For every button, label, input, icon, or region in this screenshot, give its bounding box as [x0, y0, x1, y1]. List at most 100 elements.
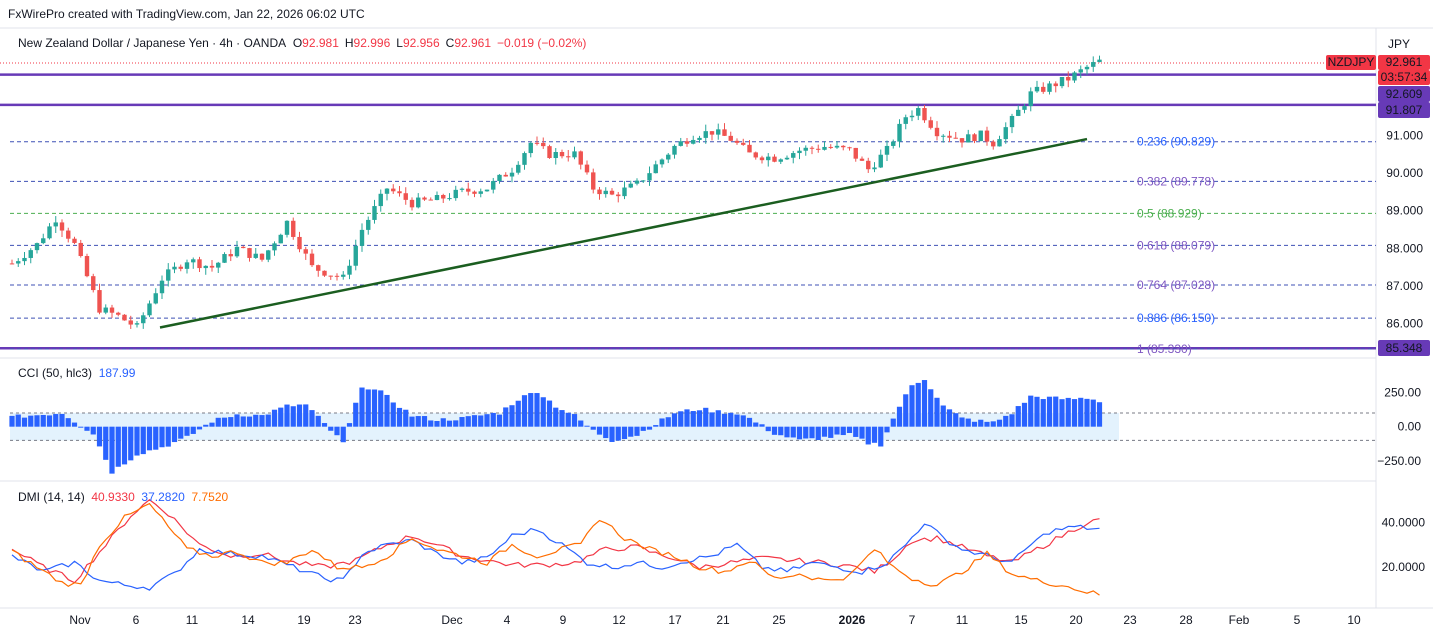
cci-bar	[703, 407, 709, 427]
candle-body	[666, 154, 671, 160]
candle-body	[722, 129, 727, 136]
time-axis-tick: 28	[1179, 613, 1193, 627]
cci-bar	[134, 426, 140, 456]
candle-body	[966, 134, 971, 143]
cci-bar	[328, 426, 334, 431]
candle-body	[453, 189, 458, 199]
candle-body	[428, 199, 433, 201]
last-price-tag-bg	[1378, 55, 1430, 70]
cci-bar	[784, 426, 790, 438]
candle-body	[391, 188, 396, 192]
cci-bar	[34, 415, 40, 427]
cci-bar	[709, 412, 715, 427]
fibonacci-layer: 0.236 (90.829) 0.382 (89.778) 0.5 (88.929)…	[10, 135, 1376, 356]
candle-body	[247, 248, 252, 258]
candle-body	[441, 195, 446, 199]
candle-body	[316, 265, 321, 271]
cci-bar	[571, 414, 578, 427]
price-axis-tick: 86.000	[1386, 317, 1423, 331]
cci-bar	[128, 426, 134, 461]
cci-bar	[771, 426, 778, 435]
candle-body	[847, 147, 852, 149]
instrument-name[interactable]: New Zealand Dollar / Japanese Yen · 4h ·…	[18, 36, 287, 50]
candle-body	[28, 250, 33, 258]
cci-bar	[240, 416, 246, 427]
cci-bar	[903, 394, 909, 427]
cci-bar	[990, 421, 996, 427]
candle-body	[172, 266, 177, 270]
time-axis-tick: 5	[1294, 613, 1301, 627]
dmi-name[interactable]: DMI (14, 14)	[18, 490, 85, 504]
candle-body	[347, 265, 352, 275]
countdown-tag-bg	[1378, 70, 1430, 85]
cci-bar	[459, 417, 465, 427]
candle-body	[97, 290, 102, 313]
cci-pane	[9, 380, 1376, 474]
candle-body	[541, 142, 546, 147]
candle-body	[709, 131, 715, 135]
cci-bar	[728, 412, 734, 427]
candle-body	[659, 159, 665, 165]
level-mid-tag: 91.807	[1386, 103, 1423, 117]
cci-bar	[190, 426, 196, 434]
candle-body	[466, 188, 471, 192]
candle-body	[622, 187, 627, 197]
cci-bar	[490, 412, 496, 427]
cci-bar	[284, 404, 290, 427]
cci-bar	[265, 414, 271, 427]
cci-bar	[553, 407, 559, 427]
candle-body	[928, 120, 933, 128]
dmi-pane	[11, 499, 1100, 596]
candle-body	[1047, 83, 1052, 92]
dmi-plus-value: 37.2820	[141, 490, 185, 504]
currency-label[interactable]: JPY	[1388, 37, 1411, 51]
candle-body	[403, 193, 408, 200]
candle-body	[803, 147, 808, 151]
candle-body	[578, 151, 583, 165]
cci-bar	[84, 426, 90, 431]
cci-axis-tick: −250.00	[1377, 454, 1421, 468]
cci-bar	[171, 426, 178, 443]
candle-body	[878, 154, 883, 168]
cci-bar	[984, 421, 990, 427]
candle-body	[697, 137, 702, 140]
cci-name[interactable]: CCI (50, hlc3)	[18, 366, 93, 380]
candle-body	[372, 206, 377, 220]
cci-bar	[203, 424, 209, 427]
cci-bar	[859, 426, 865, 439]
symbol-header: New Zealand Dollar / Japanese Yen · 4h ·…	[18, 36, 592, 50]
cci-bar	[509, 405, 515, 427]
cci-bar	[809, 426, 815, 439]
cci-bar	[340, 426, 346, 443]
candle-body	[634, 180, 640, 184]
candle-body	[872, 167, 877, 170]
candle-body	[334, 275, 340, 277]
candle-body	[1091, 62, 1096, 67]
cci-bar	[478, 415, 484, 427]
cci-bar	[678, 411, 684, 427]
price-axis-tick: 90.000	[1386, 166, 1423, 180]
cci-bar	[609, 426, 615, 442]
cci-bar	[596, 426, 603, 435]
cci-bar	[484, 414, 490, 427]
candle-body	[522, 153, 527, 165]
candle-body	[897, 123, 902, 142]
cci-axis-tick: 0.00	[1398, 420, 1422, 434]
candle-body	[816, 148, 821, 150]
candle-body	[16, 261, 21, 264]
cci-bar	[684, 409, 690, 427]
cci-bar	[28, 415, 34, 427]
cci-bar	[228, 417, 234, 427]
candle-body	[272, 243, 277, 251]
high-label: H	[344, 36, 354, 50]
cci-bar	[184, 426, 190, 436]
candle-body	[797, 150, 802, 154]
candle-body	[141, 315, 146, 324]
cci-bar	[640, 426, 646, 431]
candle-body	[384, 188, 390, 194]
time-axis-tick: 11	[186, 613, 199, 627]
time-axis-tick: 11	[956, 613, 969, 627]
candle-body	[478, 191, 483, 194]
cci-bar	[740, 415, 746, 427]
cci-bar	[71, 422, 78, 427]
